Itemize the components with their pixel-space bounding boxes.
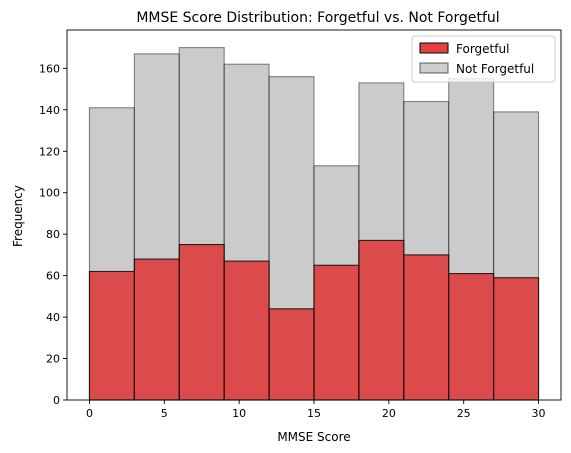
y-axis-ticks: 0 20 40 60 80 100 120 140 160 (39, 62, 67, 407)
forgetful-bar (178, 243, 225, 401)
x-tick-label: 30 (532, 407, 546, 420)
y-tick-label: 20 (46, 353, 60, 366)
x-tick-label: 10 (232, 407, 246, 420)
forgetful-bar (88, 270, 135, 401)
x-tick-label: 15 (307, 407, 321, 420)
forgetful-bar (268, 308, 315, 401)
y-tick-label: 0 (53, 394, 60, 407)
forgetful-bar (133, 258, 180, 401)
chart-title: MMSE Score Distribution: Forgetful vs. N… (136, 10, 499, 26)
x-tick-label: 5 (161, 407, 168, 420)
y-tick-label: 160 (39, 62, 60, 75)
y-tick-label: 80 (46, 228, 60, 241)
forgetful-bar (493, 277, 540, 401)
forgetful-bar (448, 273, 495, 401)
legend-swatch (419, 42, 449, 54)
forgetful-bar (358, 239, 405, 401)
x-axis-ticks: 0 5 10 15 20 25 30 (86, 400, 546, 420)
y-tick-label: 60 (46, 270, 60, 283)
x-tick-label: 25 (457, 407, 471, 420)
forgetful-bar (313, 264, 360, 401)
legend-label: Forgetful (456, 42, 509, 56)
y-tick-label: 100 (39, 187, 60, 200)
forgetful-bar (403, 254, 450, 401)
forgetful-bar (223, 260, 270, 401)
y-tick-label: 140 (39, 104, 60, 117)
legend-label: Not Forgetful (456, 62, 534, 76)
x-tick-label: 0 (86, 407, 93, 420)
forgetful-bars (88, 239, 540, 401)
y-tick-label: 120 (39, 145, 60, 158)
x-axis-label: MMSE Score (277, 430, 350, 444)
y-tick-label: 40 (46, 311, 60, 324)
legend: Forgetful Not Forgetful (411, 35, 556, 83)
y-axis-label: Frequency (11, 185, 25, 247)
legend-swatch (419, 62, 449, 74)
x-tick-label: 20 (382, 407, 396, 420)
